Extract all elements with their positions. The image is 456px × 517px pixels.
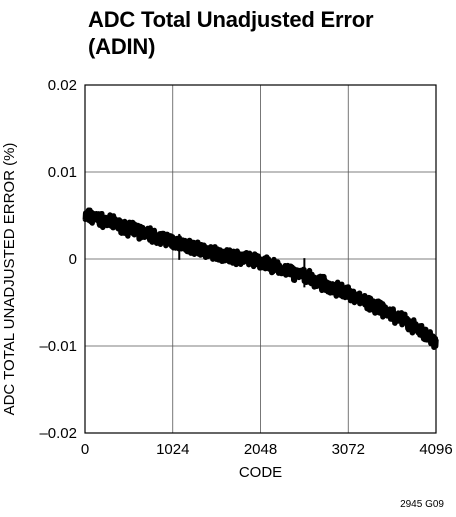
- y-axis-label: ADC TOTAL UNADJUSTED ERROR (%): [1, 143, 18, 416]
- y-tick-label: 0.01: [48, 164, 77, 181]
- plot-frame: [84, 84, 437, 434]
- x-tick-label: 3072: [332, 441, 365, 458]
- x-tick-label: 1024: [156, 441, 189, 458]
- series-line-detail: [84, 209, 437, 348]
- y-tick-label: –0.01: [39, 338, 77, 355]
- x-axis-label: CODE: [239, 464, 282, 481]
- figure-code: 2945 G09: [400, 499, 444, 510]
- tick-labels: 0 1024 2048 3072 4096 0.02 0.01 0 –0.01 –0.02: [39, 77, 452, 458]
- x-tick-label: 4096: [419, 441, 452, 458]
- data-series: [82, 207, 439, 350]
- x-tick-label: 2048: [244, 441, 277, 458]
- y-tick-label: 0: [69, 251, 77, 268]
- y-tick-label: –0.02: [39, 425, 77, 442]
- y-tick-label: 0.02: [48, 77, 77, 94]
- chart-title: ADC Total Unadjusted Error (ADIN): [88, 7, 374, 59]
- x-tick-label: 0: [81, 441, 89, 458]
